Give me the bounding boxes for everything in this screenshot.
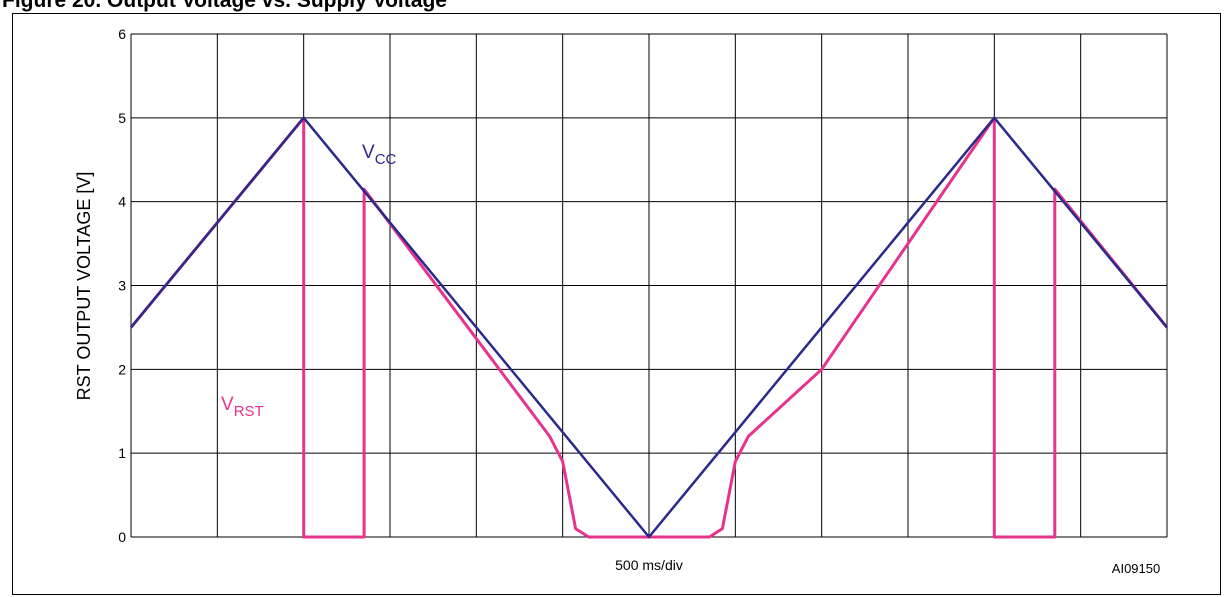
y-tick-label: 1 xyxy=(118,445,126,461)
y-tick-label: 5 xyxy=(118,110,126,126)
series-line-rst xyxy=(129,116,1169,539)
figure-title: Figure 20. Output Voltage vs. Supply Vol… xyxy=(2,0,447,12)
figure-frame xyxy=(12,13,1221,595)
y-tick-label: 0 xyxy=(118,529,126,545)
grid xyxy=(130,33,1168,538)
y-tick-label: 3 xyxy=(118,278,126,294)
series-label-rst: VRST xyxy=(221,394,264,420)
figure-id: AI09150 xyxy=(1112,561,1160,576)
series-line-cc xyxy=(130,116,1168,539)
series-lines xyxy=(129,116,1169,539)
y-tick-label: 4 xyxy=(118,194,126,210)
series-labels: VCC VRST xyxy=(221,142,397,420)
y-axis-label: RST OUTPUT VOLTAGE [V] xyxy=(74,172,94,401)
x-axis-label: 500 ms/div xyxy=(615,557,683,573)
y-tick-label: 2 xyxy=(118,361,126,377)
y-tick-label: 6 xyxy=(118,26,126,42)
y-tick-labels: 0 1 2 3 4 5 6 xyxy=(118,26,126,545)
series-label-cc: VCC xyxy=(362,142,397,168)
